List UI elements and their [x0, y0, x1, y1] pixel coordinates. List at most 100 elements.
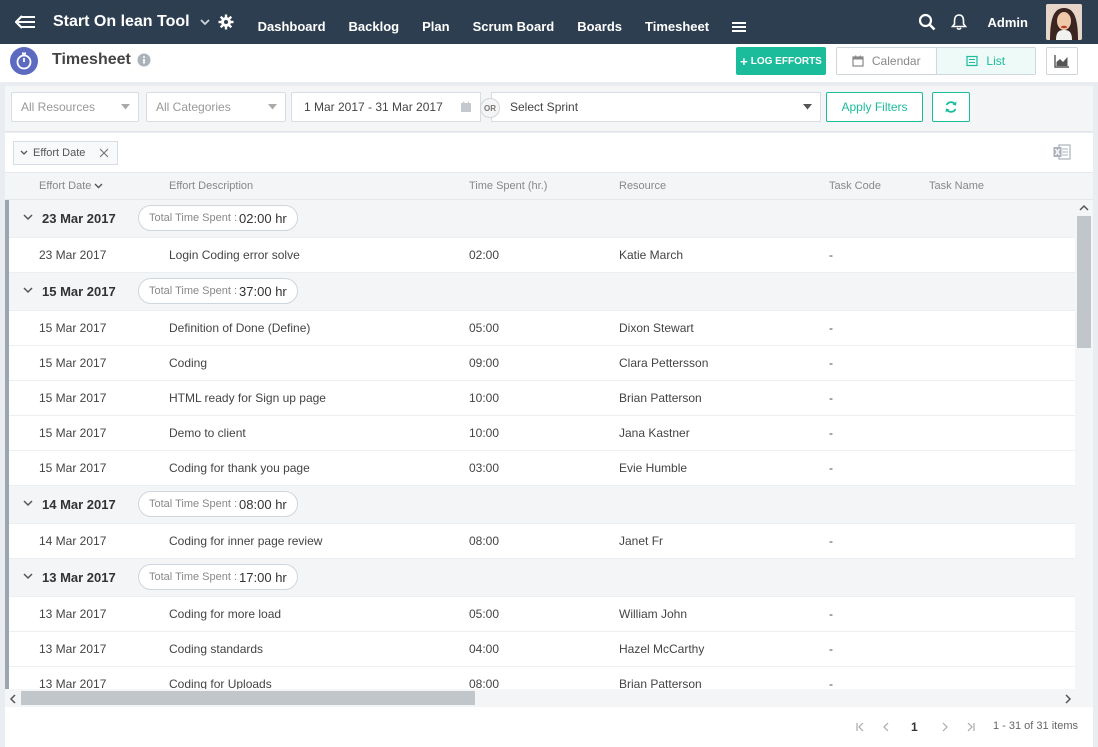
group-chip-effort-date[interactable]: Effort Date [13, 141, 118, 165]
calendar-icon[interactable] [460, 101, 472, 113]
table-row[interactable]: 13 Mar 2017 Coding for Uploads 08:00 Bri… [9, 667, 1075, 689]
scroll-up-icon[interactable] [1079, 204, 1089, 211]
col-effort-description[interactable]: Effort Description [169, 180, 254, 192]
table-row[interactable]: 15 Mar 2017 Demo to client 10:00 Jana Ka… [9, 416, 1075, 451]
group-date: 13 Mar 2017 [42, 570, 116, 585]
cell-date: 15 Mar 2017 [39, 321, 107, 335]
group-date: 14 Mar 2017 [42, 497, 116, 512]
group-row[interactable]: 13 Mar 2017 Total Time Spent :17:00 hr [9, 559, 1075, 597]
table-row[interactable]: 23 Mar 2017 Login Coding error solve 02:… [9, 238, 1075, 273]
group-row[interactable]: 23 Mar 2017 Total Time Spent :02:00 hr [9, 200, 1075, 238]
table-row[interactable]: 15 Mar 2017 Coding for thank you page 03… [9, 451, 1075, 486]
chevron-down-icon[interactable] [199, 17, 210, 27]
apply-filters-button[interactable]: Apply Filters [826, 92, 923, 122]
cell-time: 09:00 [469, 356, 500, 370]
resources-select[interactable]: All Resources [11, 92, 139, 122]
total-time-pill: Total Time Spent :02:00 hr [138, 205, 298, 231]
date-range-picker[interactable]: 1 Mar 2017 - 31 Mar 2017 [291, 92, 481, 122]
user-name[interactable]: Admin [987, 14, 1028, 30]
col-time-spent[interactable]: Time Spent (hr.) [469, 180, 548, 192]
cell-task-code: - [829, 461, 833, 475]
nav-dashboard[interactable]: Dashboard [257, 18, 326, 34]
log-efforts-button[interactable]: + LOG EFFORTS [736, 47, 826, 75]
categories-select[interactable]: All Categories [146, 92, 286, 122]
cell-time: 10:00 [469, 426, 500, 440]
excel-export-icon[interactable] [1053, 144, 1071, 160]
last-page-icon[interactable] [966, 722, 976, 732]
cell-date: 15 Mar 2017 [39, 356, 107, 370]
stopwatch-icon [10, 47, 38, 75]
sidebar-collapse-icon[interactable] [0, 0, 50, 44]
chevron-down-icon[interactable] [23, 287, 33, 294]
caret-down-icon [268, 104, 277, 110]
cell-description: Login Coding error solve [169, 248, 300, 262]
scroll-right-icon[interactable] [1065, 694, 1072, 704]
chevron-down-icon[interactable] [20, 150, 28, 156]
table-row[interactable]: 13 Mar 2017 Coding for more load 05:00 W… [9, 597, 1075, 632]
sprint-select[interactable]: Select Sprint [491, 92, 821, 122]
col-task-name[interactable]: Task Name [929, 180, 985, 192]
cell-resource: Dixon Stewart [619, 321, 694, 335]
group-date: 23 Mar 2017 [42, 211, 116, 226]
chevron-down-icon[interactable] [23, 214, 33, 221]
next-page-icon[interactable] [941, 722, 949, 732]
scroll-left-icon[interactable] [9, 694, 16, 704]
calendar-icon [852, 55, 864, 67]
table-row[interactable]: 15 Mar 2017 Coding 09:00 Clara Pettersso… [9, 346, 1075, 381]
hamburger-menu-icon[interactable] [731, 20, 747, 34]
caret-down-icon [803, 104, 812, 110]
cell-date: 15 Mar 2017 [39, 391, 107, 405]
view-toggle: Calendar List [836, 47, 1036, 75]
horizontal-scrollbar[interactable] [5, 689, 1093, 707]
group-row[interactable]: 14 Mar 2017 Total Time Spent :08:00 hr [9, 486, 1075, 524]
cell-description: Coding for more load [169, 607, 282, 621]
table-row[interactable]: 15 Mar 2017 HTML ready for Sign up page … [9, 381, 1075, 416]
chevron-down-icon[interactable] [23, 573, 33, 580]
current-page[interactable]: 1 [911, 720, 918, 734]
total-time-pill: Total Time Spent :37:00 hr [138, 278, 298, 304]
cell-date: 23 Mar 2017 [39, 248, 107, 262]
pager: 1 1 - 31 of 31 items [5, 707, 1093, 747]
cell-time: 03:00 [469, 461, 500, 475]
plus-icon: + [740, 53, 748, 69]
col-effort-date[interactable]: Effort Date [39, 180, 103, 192]
vertical-scrollbar[interactable] [1075, 200, 1093, 689]
cell-date: 13 Mar 2017 [39, 607, 107, 621]
nav-boards[interactable]: Boards [577, 18, 622, 34]
nav-backlog[interactable]: Backlog [348, 18, 400, 34]
cell-time: 02:00 [469, 248, 500, 262]
page-title: Timesheet [52, 51, 131, 68]
info-icon[interactable] [137, 53, 151, 67]
cell-time: 08:00 [469, 677, 500, 689]
refresh-button[interactable] [932, 92, 970, 122]
close-icon[interactable] [99, 148, 109, 158]
cell-date: 14 Mar 2017 [39, 534, 107, 548]
group-row[interactable]: 15 Mar 2017 Total Time Spent :37:00 hr [9, 273, 1075, 311]
cell-description: Coding standards [169, 642, 264, 656]
gear-icon[interactable] [218, 14, 234, 30]
nav-timesheet[interactable]: Timesheet [645, 18, 710, 34]
chevron-down-icon[interactable] [23, 500, 33, 507]
list-icon [966, 55, 979, 67]
table-row[interactable]: 15 Mar 2017 Definition of Done (Define) … [9, 311, 1075, 346]
vertical-scroll-thumb[interactable] [1077, 216, 1091, 348]
prev-page-icon[interactable] [882, 722, 890, 732]
table-row[interactable]: 13 Mar 2017 Coding standards 04:00 Hazel… [9, 632, 1075, 667]
horizontal-scroll-thumb[interactable] [21, 691, 475, 705]
nav-scrum-board[interactable]: Scrum Board [472, 18, 555, 34]
calendar-view-button[interactable]: Calendar [837, 48, 936, 74]
cell-task-code: - [829, 607, 833, 621]
search-icon[interactable] [918, 13, 936, 31]
first-page-icon[interactable] [855, 722, 865, 732]
bell-icon[interactable] [950, 13, 968, 31]
brand-name[interactable]: Start On lean Tool [53, 13, 190, 30]
list-view-button[interactable]: List [935, 48, 1035, 74]
nav-plan[interactable]: Plan [422, 18, 450, 34]
cell-resource: Evie Humble [619, 461, 688, 475]
col-resource[interactable]: Resource [619, 180, 667, 192]
avatar[interactable] [1046, 4, 1082, 40]
col-task-code[interactable]: Task Code [829, 180, 881, 192]
table-row[interactable]: 14 Mar 2017 Coding for inner page review… [9, 524, 1075, 559]
chart-view-button[interactable] [1046, 47, 1078, 75]
sort-desc-icon[interactable] [94, 183, 103, 189]
